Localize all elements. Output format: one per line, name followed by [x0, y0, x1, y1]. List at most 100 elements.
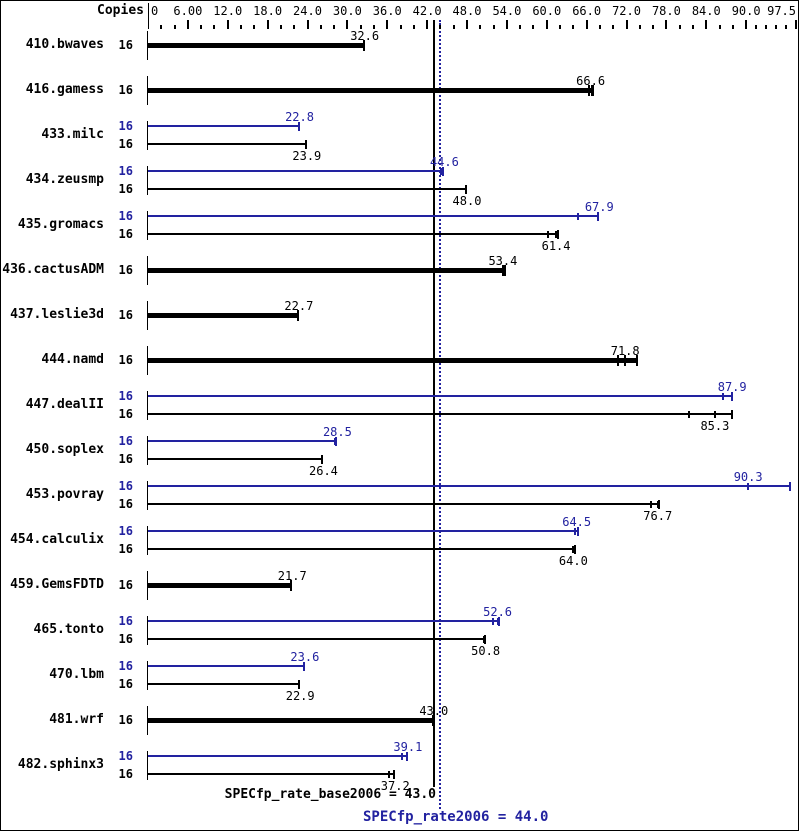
bar-end-tick — [362, 39, 365, 51]
base-rate-summary-label: SPECfp_rate_base2006 = 43.0 — [224, 787, 436, 802]
benchmark-row: 447.dealII 16 87.9 16 85.3 — [1, 381, 798, 436]
axis-major-tick — [426, 20, 429, 29]
axis-tick-label: 24.0 — [293, 4, 322, 18]
benchmark-row: 437.leslie3d 16 22.7 — [1, 299, 798, 346]
bar-end-tick — [504, 264, 507, 276]
base-bar — [148, 458, 324, 460]
benchmark-row: 482.sphinx3 16 39.1 16 37.2 — [1, 741, 798, 796]
run-mark-tick — [440, 167, 443, 175]
bar-end-tick — [304, 139, 307, 149]
axis-baseline-segment — [147, 76, 148, 105]
peak-bar — [148, 665, 305, 667]
base-value-label: 22.9 — [285, 689, 315, 703]
axis-tick-label: 60.0 — [532, 4, 562, 18]
axis-minor-tick — [652, 25, 655, 29]
axis-minor-tick — [559, 25, 562, 29]
base-bar — [148, 773, 396, 775]
copies-value: 16 — [118, 137, 133, 151]
benchmark-label: 437.leslie3d — [10, 307, 104, 322]
benchmark-row: 470.lbm 16 23.6 16 22.9 — [1, 651, 798, 706]
bar-end-tick — [657, 499, 660, 509]
run-mark-tick — [501, 264, 504, 276]
benchmark-label: 447.dealII — [25, 397, 104, 412]
copies-value: 16 — [118, 614, 133, 628]
bar-end-tick — [497, 616, 500, 626]
axis-minor-tick — [200, 25, 203, 29]
axis-baseline-segment — [147, 211, 148, 240]
axis-tick-label: 72.0 — [612, 4, 641, 18]
bar-end-tick — [597, 211, 600, 221]
benchmark-label: 435.gromacs — [17, 217, 104, 232]
copies-value: 16 — [118, 389, 133, 403]
base-value-label: 37.2 — [380, 779, 410, 793]
copies-value: 16 — [118, 479, 133, 493]
base-bar — [148, 583, 293, 588]
axis-minor-tick — [479, 25, 482, 29]
bar-end-tick — [442, 166, 445, 176]
run-mark-tick — [616, 354, 619, 366]
peak-value-label: 52.6 — [483, 605, 513, 619]
axis-tick-label: 78.0 — [651, 4, 681, 18]
run-mark-tick — [650, 500, 653, 508]
axis-minor-tick — [775, 25, 778, 29]
bar-end-tick — [298, 679, 301, 689]
benchmark-label: 436.cactusADM — [2, 262, 104, 277]
axis-tick-label: 66.0 — [572, 4, 602, 18]
bar-end-tick — [574, 544, 576, 554]
axis-baseline-segment — [147, 661, 148, 690]
axis-minor-tick — [439, 25, 442, 29]
axis-major-tick — [545, 20, 548, 29]
copies-value: 16 — [118, 119, 133, 133]
axis-baseline-segment — [147, 571, 148, 600]
copies-value: 16 — [118, 632, 133, 646]
copies-value: 16 — [118, 749, 133, 763]
base-bar — [148, 718, 434, 723]
axis-major-tick — [346, 20, 349, 29]
axis-minor-tick — [319, 25, 322, 29]
copies-value: 16 — [118, 497, 133, 511]
run-mark-tick — [555, 230, 558, 238]
benchmark-row: 416.gamess 16 66.6 — [1, 74, 798, 121]
axis-baseline-segment — [147, 301, 148, 330]
axis-baseline-segment — [147, 706, 148, 735]
peak-value-label: 28.5 — [322, 425, 352, 439]
peak-bar — [148, 620, 500, 622]
benchmark-label: 481.wrf — [49, 712, 104, 727]
bar-end-tick — [635, 354, 638, 366]
axis-major-tick — [466, 20, 468, 29]
base-value-label: 66.6 — [576, 74, 606, 88]
axis-minor-tick — [412, 25, 415, 29]
axis-major-tick — [585, 20, 588, 29]
benchmark-label: 444.namd — [41, 352, 104, 367]
run-mark-tick — [713, 410, 716, 418]
peak-value-label: 22.8 — [285, 110, 314, 124]
axis-minor-tick — [492, 25, 495, 29]
copies-value: 16 — [118, 677, 133, 691]
axis-baseline-segment — [147, 436, 148, 465]
base-bar — [148, 358, 638, 363]
base-value-label: 22.7 — [284, 299, 314, 313]
copies-value: 16 — [118, 659, 133, 673]
axis-tick-label: 12.0 — [213, 4, 243, 18]
axis-minor-tick — [372, 25, 375, 29]
base-bar — [148, 43, 365, 48]
peak-bar — [148, 170, 445, 172]
benchmark-label: 482.sphinx3 — [17, 757, 104, 772]
benchmark-row: 453.povray 16 90.3 16 76.7 — [1, 471, 798, 526]
axis-minor-tick — [293, 25, 296, 29]
peak-value-label: 67.9 — [584, 200, 614, 214]
benchmark-row: 434.zeusmp 16 44.6 16 48.0 — [1, 156, 798, 211]
copies-value: 16 — [118, 524, 133, 538]
axis-tick-label: 48.0 — [452, 4, 482, 18]
axis-tick-label: 97.5 — [767, 4, 796, 18]
base-value-label: 21.7 — [277, 569, 307, 583]
axis-tick-label: 18.0 — [253, 4, 283, 18]
axis-baseline-segment — [147, 526, 148, 555]
base-value-label: 23.9 — [292, 149, 322, 163]
axis-baseline-segment — [147, 481, 148, 510]
benchmark-row: 454.calculix 16 64.5 16 64.0 — [1, 516, 798, 571]
axis-tick-label: 54.0 — [492, 4, 522, 18]
base-bar — [148, 503, 660, 505]
axis-minor-tick — [160, 25, 163, 29]
